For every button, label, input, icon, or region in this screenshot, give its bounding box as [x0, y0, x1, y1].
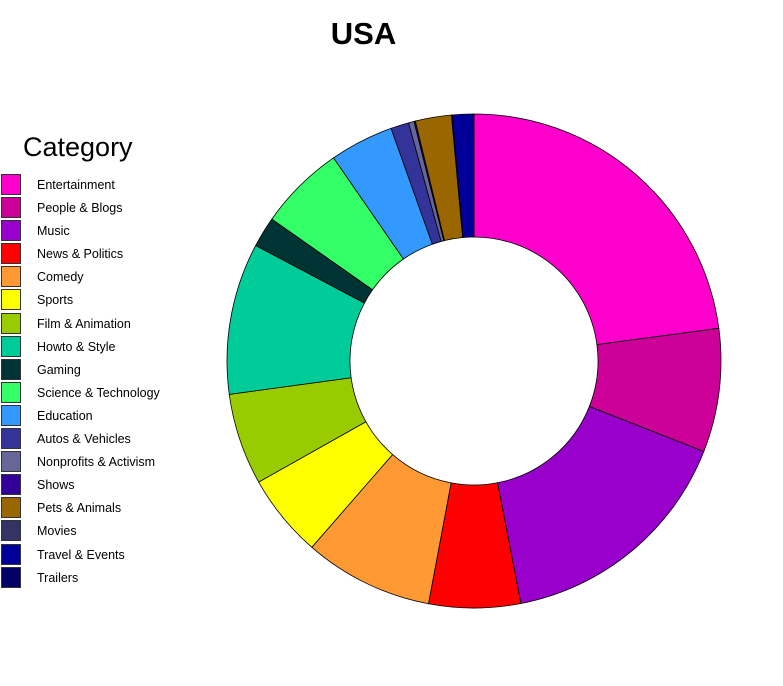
legend-item: Film & Animation [1, 312, 201, 336]
legend-label: News & Politics [37, 247, 124, 262]
legend-item: Travel & Events [1, 543, 201, 567]
legend-item: Nonprofits & Activism [1, 451, 201, 474]
legend-swatch [1, 520, 21, 542]
legend-label: Sports [37, 293, 74, 308]
legend-item: Comedy [1, 266, 201, 289]
legend-swatch [1, 266, 21, 288]
legend-label: Gaming [37, 362, 81, 377]
legend-item: Entertainment [1, 174, 201, 197]
legend-item: News & Politics [1, 243, 201, 266]
legend-swatch [1, 220, 21, 242]
legend-label: Autos & Vehicles [37, 432, 131, 447]
legend-swatch [1, 543, 21, 565]
legend-swatch [1, 404, 21, 426]
donut-slice [473, 113, 720, 346]
legend-label: Entertainment [37, 178, 115, 192]
legend-items: Entertainment People & Blogs Music News & P… [1, 174, 201, 590]
legend-item: Autos & Vehicles [1, 428, 201, 451]
legend-swatch [1, 497, 21, 519]
legend-item: Music [1, 220, 201, 243]
legend-label: Travel & Events [37, 547, 125, 562]
legend-swatch [1, 451, 21, 473]
chart-title: USA [330, 16, 397, 51]
legend-label: Pets & Animals [37, 501, 122, 516]
legend-label: Movies [37, 524, 77, 539]
legend-swatch [1, 197, 21, 219]
legend-item: Sports [1, 289, 201, 312]
legend-item: Pets & Animals [1, 497, 201, 520]
legend-item: Trailers [1, 566, 201, 590]
legend-swatch [1, 312, 21, 334]
legend-swatch [1, 243, 21, 265]
legend-label: Music [37, 224, 70, 239]
legend-swatch [1, 474, 21, 496]
legend-swatch [1, 566, 21, 588]
legend-label: Film & Animation [37, 316, 131, 331]
legend-label: Howto & Style [37, 339, 116, 354]
legend-item: Education [1, 404, 201, 428]
legend-item: Gaming [1, 358, 201, 382]
legend-item: People & Blogs [1, 197, 201, 220]
legend-swatch [1, 335, 21, 357]
legend-swatch [1, 289, 21, 311]
legend-label: Comedy [37, 270, 84, 285]
legend-item: Science & Technology [1, 381, 201, 405]
donut-slice [497, 405, 705, 604]
legend-swatch [1, 358, 21, 380]
legend-label: Shows [37, 478, 75, 493]
legend-swatch [1, 428, 21, 450]
legend-item: Movies [1, 520, 201, 543]
legend-label: Trailers [37, 570, 79, 585]
legend-label: Nonprofits & Activism [37, 455, 156, 470]
donut-slice [472, 113, 475, 238]
legend-label: People & Blogs [37, 201, 123, 216]
legend-item: Howto & Style [1, 335, 201, 359]
legend-label: Science & Technology [37, 385, 160, 400]
legend-swatch [1, 381, 21, 403]
legend-label: Education [37, 408, 93, 423]
legend-item: Shows [1, 474, 201, 497]
legend-title: Category [23, 132, 133, 162]
legend-swatch [1, 174, 21, 195]
